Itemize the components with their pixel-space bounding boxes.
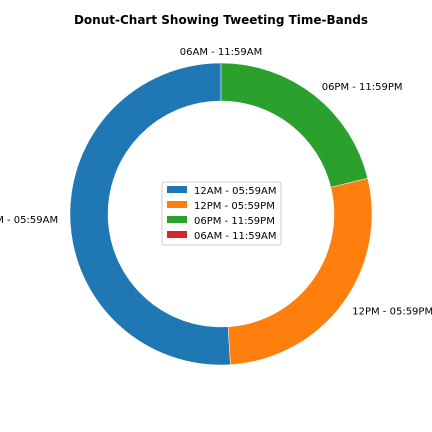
legend-label-06pm-11-59pm: 06PM - 11:59PM <box>194 216 275 227</box>
slice-label-12am-05-59am: 12AM - 05:59AM <box>0 215 58 226</box>
donut-slices <box>69 62 373 366</box>
legend-label-06am-11-59am: 06AM - 11:59AM <box>194 231 276 242</box>
legend-items: 12AM - 05:59AM 12PM - 05:59PM 06PM - 11:59… <box>167 186 276 242</box>
slice-06pm-11-59pm <box>220 62 369 188</box>
slice-12am-05-59am <box>69 62 231 366</box>
legend-swatch-12pm-05-59pm <box>167 201 187 208</box>
legend-label-12pm-05-59pm: 12PM - 05:59PM <box>194 201 275 212</box>
legend-swatch-06pm-11-59pm <box>167 216 187 223</box>
legend: 12AM - 05:59AM 12PM - 05:59PM 06PM - 11:59… <box>161 181 282 246</box>
legend-frame <box>161 181 282 246</box>
slice-label-12pm-05-59pm: 12PM - 05:59PM <box>352 307 432 318</box>
slice-labels: 12AM - 05:59AM 12PM - 05:59PM 06PM - 11:59… <box>0 47 432 318</box>
legend-swatch-06am-11-59am <box>167 231 187 238</box>
slice-label-06am-11-59am: 06AM - 11:59AM <box>180 47 262 58</box>
legend-swatch-12am-05-59am <box>167 186 187 193</box>
legend-label-12am-05-59am: 12AM - 05:59AM <box>194 186 276 197</box>
slice-label-06pm-11-59pm: 06PM - 11:59PM <box>322 82 403 93</box>
chart-title: Donut-Chart Showing Tweeting Time-Bands <box>74 13 368 27</box>
